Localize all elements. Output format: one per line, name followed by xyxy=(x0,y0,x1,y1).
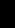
Text: NO: NO xyxy=(10,6,15,21)
Bar xyxy=(11,18,13,19)
Text: YES: YES xyxy=(10,0,15,8)
Text: PERIPHERY EXPOSING
PROCESS: PERIPHERY EXPOSING PROCESS xyxy=(0,8,15,28)
Text: CARRY WAFER ON
CARRYING-OUT STAGE
INTO WASHING SECTION: CARRY WAFER ON CARRYING-OUT STAGE INTO W… xyxy=(0,0,15,28)
Bar xyxy=(3,24,9,25)
Text: MEASURED
TIME ELAPSED
EXCEED SETTING
TIME ?: MEASURED TIME ELAPSED EXCEED SETTING TIM… xyxy=(0,0,15,28)
Bar xyxy=(3,26,9,27)
Text: ~S6: ~S6 xyxy=(10,7,15,22)
Text: ~S9: ~S9 xyxy=(10,17,15,28)
Text: ~S5: ~S5 xyxy=(10,5,15,20)
Text: ~S4: ~S4 xyxy=(10,2,15,17)
Text: ~S2: ~S2 xyxy=(10,0,15,12)
Text: ~S10: ~S10 xyxy=(10,19,15,28)
Text: OUT-READY SIGNAL IS
OUTPUTTED: OUT-READY SIGNAL IS OUTPUTTED xyxy=(0,0,15,20)
Text: NO: NO xyxy=(3,0,15,11)
Text: WASHING: WASHING xyxy=(0,5,15,20)
Bar xyxy=(3,14,9,16)
FancyBboxPatch shape xyxy=(4,0,8,2)
Text: END: END xyxy=(0,20,15,28)
Text: YES: YES xyxy=(3,8,15,23)
Bar xyxy=(3,12,9,13)
Polygon shape xyxy=(3,17,9,20)
Text: TRANSFER WAFER INTO
PERIPHERY EXPOSING
SECTION: TRANSFER WAFER INTO PERIPHERY EXPOSING S… xyxy=(0,0,15,28)
Polygon shape xyxy=(3,4,9,7)
Text: CARRY WAFER INTO PEB: CARRY WAFER INTO PEB xyxy=(0,19,15,28)
Bar xyxy=(3,2,9,4)
Text: UNDER
CARRYING WORK
OR NOT ?: UNDER CARRYING WORK OR NOT ? xyxy=(0,0,15,28)
Text: START: START xyxy=(0,0,15,8)
Text: ~S1: ~S1 xyxy=(10,0,15,10)
Text: ~S8: ~S8 xyxy=(10,14,15,28)
Text: WAIT FOR END OF
CARRYING WORK: WAIT FOR END OF CARRYING WORK xyxy=(0,0,15,23)
FancyBboxPatch shape xyxy=(4,27,8,28)
Text: ~S7: ~S7 xyxy=(10,10,15,25)
Bar xyxy=(3,8,9,10)
Bar xyxy=(3,21,9,23)
Bar xyxy=(10,5,14,7)
Text: CARRY WAFER INTO
WAITING SECTION: CARRY WAFER INTO WAITING SECTION xyxy=(0,0,15,28)
